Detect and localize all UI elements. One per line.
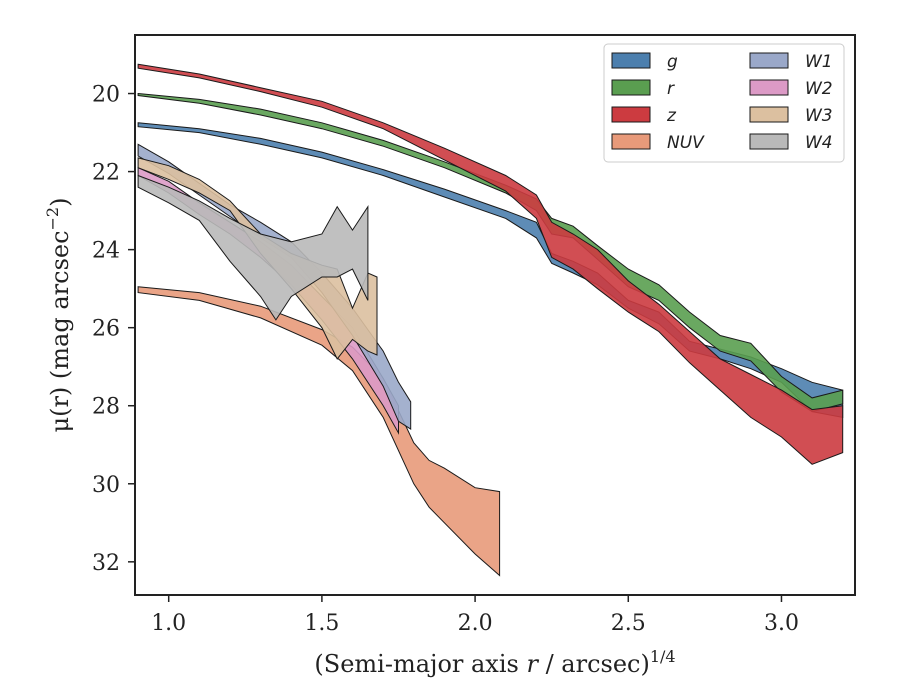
legend-label-w3: W3	[805, 106, 833, 126]
band-z	[137, 63, 844, 465]
legend: grz NUV W1 W2 W3 W4	[603, 43, 845, 163]
y-tick-label: 22	[92, 161, 120, 186]
x-axis-ticks: 1.0 1.5 2.0 2.5 3.0	[151, 595, 799, 636]
legend-swatch-r	[611, 79, 651, 96]
x-tick-label: 2.5	[611, 611, 646, 636]
legend-swatch-w2	[749, 79, 789, 96]
legend-swatch-w1	[749, 52, 789, 69]
legend-swatch-w4	[749, 133, 789, 150]
legend-box	[603, 43, 845, 163]
x-tick-label: 3.0	[764, 611, 799, 636]
legend-label-r: r	[667, 79, 675, 99]
y-tick-label: 20	[92, 83, 120, 108]
x-tick-label: 1.0	[151, 611, 186, 636]
x-axis-label: (Semi-major axis r / arcsec)1/4	[314, 647, 675, 678]
legend-swatch-nuv	[611, 133, 651, 150]
band-nuv	[137, 286, 501, 577]
plot-frame	[134, 34, 856, 596]
legend-swatch-w3	[749, 106, 789, 123]
band-w1	[137, 143, 412, 431]
x-tick-label: 2.0	[458, 611, 493, 636]
x-tick-label: 1.5	[304, 611, 339, 636]
y-tick-label: 30	[92, 473, 120, 498]
y-axis-label: μ(r) (mag arcsec−2)	[43, 198, 74, 433]
legend-swatch-g	[611, 52, 651, 69]
legend-swatch-z	[611, 106, 651, 123]
legend-label-z: z	[666, 106, 677, 126]
legend-label-w2: W2	[805, 79, 833, 99]
legend-label-g: g	[667, 52, 678, 72]
legend-label-w1: W1	[805, 52, 833, 72]
y-tick-label: 32	[92, 551, 120, 576]
legend-label-w4: W4	[805, 133, 833, 153]
band-w3	[137, 157, 378, 360]
y-axis-ticks: 20 22 24 26 28 30 32	[92, 83, 135, 576]
y-tick-label: 28	[92, 395, 120, 420]
legend-label-nuv: NUV	[667, 133, 705, 153]
y-tick-label: 26	[92, 317, 120, 342]
y-tick-label: 24	[92, 239, 120, 264]
profile-bands	[137, 63, 844, 577]
band-w4	[137, 174, 369, 321]
